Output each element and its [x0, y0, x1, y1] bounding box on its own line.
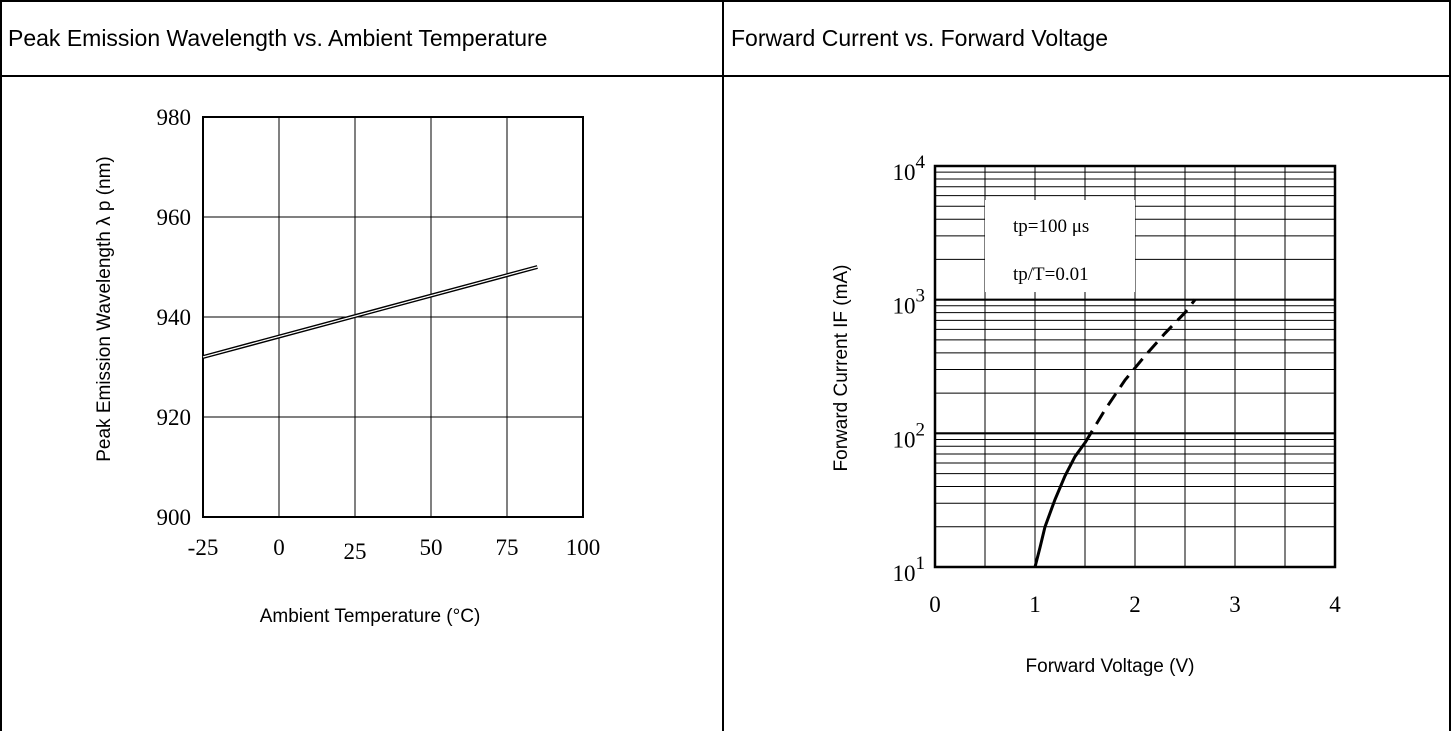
- series-line-inner: [202, 266, 538, 358]
- series-line-solid: [1033, 441, 1087, 568]
- x-tick-label: 0: [929, 592, 941, 617]
- y-tick-label: 104: [893, 152, 926, 185]
- frame-top-border: [0, 0, 1451, 2]
- x-tick-label: 75: [496, 535, 519, 560]
- annotation-box: [985, 200, 1135, 292]
- frame-right-border: [1449, 0, 1451, 731]
- x-tick-label: 4: [1329, 592, 1341, 617]
- x-tick-label: 2: [1129, 592, 1141, 617]
- right-panel-title: Forward Current vs. Forward Voltage: [731, 25, 1109, 51]
- frame-center-divider: [722, 0, 724, 731]
- plot-area-border: [202, 116, 584, 518]
- frame-left-border: [0, 0, 2, 731]
- y-axis-label: Forward Current IF (mA): [831, 265, 852, 472]
- y-tick-label: 102: [893, 419, 926, 452]
- x-tick-label: 50: [420, 535, 443, 560]
- left-panel-title: Peak Emission Wavelength vs. Ambient Tem…: [8, 25, 548, 51]
- x-tick-label: 100: [566, 535, 601, 560]
- y-tick-label: 900: [157, 505, 192, 530]
- x-tick-label: 3: [1229, 592, 1241, 617]
- x-tick-label: -25: [188, 535, 219, 560]
- x-tick-label: 1: [1029, 592, 1041, 617]
- x-axis-label: Forward Voltage (V): [1026, 656, 1195, 677]
- annotation-pulse-width: tp=100 μs: [1013, 216, 1089, 237]
- y-tick-label: 920: [157, 405, 192, 430]
- x-axis-label: Ambient Temperature (°C): [260, 606, 481, 627]
- x-tick-label: 0: [273, 535, 285, 560]
- plot-area-border: [933, 164, 1337, 569]
- y-tick-label: 940: [157, 305, 192, 330]
- x-tick-label: 25: [344, 539, 367, 564]
- y-tick-label: 101: [893, 553, 926, 586]
- y-tick-label: 960: [157, 205, 192, 230]
- series-line-dashed: [1083, 298, 1197, 444]
- annotation-duty-cycle: tp/T=0.01: [1013, 264, 1089, 285]
- y-axis-label: Peak Emission Wavelength λ p (nm): [94, 156, 115, 462]
- y-tick-label: 103: [893, 286, 926, 319]
- frame-header-divider: [0, 75, 1451, 77]
- y-tick-label: 980: [157, 105, 192, 130]
